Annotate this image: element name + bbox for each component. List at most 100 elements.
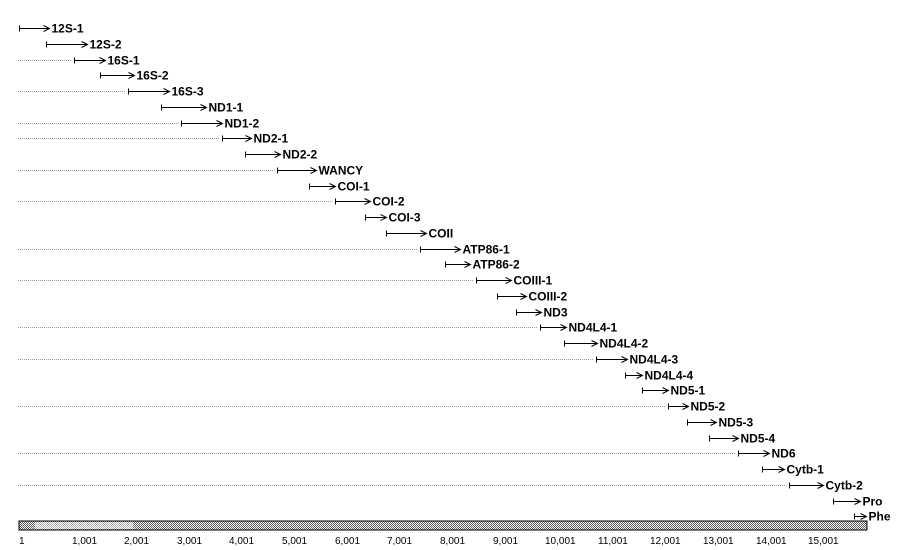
primer-label: COIII-1: [514, 274, 553, 288]
genome-bar-light-segment: [35, 522, 133, 529]
primer-nd1-1: ND1-1: [161, 101, 244, 115]
primer-pro: Pro: [833, 495, 883, 509]
primer-coi-3: COI-3: [365, 211, 421, 225]
primer-nd5-1: ND5-1: [642, 384, 706, 398]
primer-label: 12S-2: [90, 38, 122, 52]
arrowhead-icon: [860, 513, 868, 520]
primer-label: ND4L4-1: [569, 321, 618, 335]
primer-label: 16S-1: [108, 54, 140, 68]
primer-label: COI-1: [338, 180, 370, 194]
primer-label: ND6: [772, 447, 796, 461]
axis-tick-label: 1,001: [72, 536, 97, 547]
primer-nd5-4: ND5-4: [709, 432, 776, 446]
primer-12s-1: 12S-1: [19, 22, 84, 36]
arrowhead-icon: [535, 309, 543, 316]
arrowhead-icon: [454, 246, 462, 253]
axis-tick-label: 12,001: [650, 536, 681, 547]
primer-cytb-1: Cytb-1: [762, 463, 825, 477]
arrowhead-icon: [274, 151, 282, 158]
axis-tick-label: 2,001: [124, 536, 149, 547]
axis-tick-labels: 1 1,001 2,001 3,001 4,001 5,001 6,001 7,001 8,00…: [19, 536, 839, 547]
primer-label: ND5-1: [671, 384, 706, 398]
arrowhead-icon: [329, 183, 337, 190]
primer-label: ND1-1: [209, 101, 244, 115]
arrowhead-icon: [245, 135, 253, 142]
arrowhead-icon: [99, 57, 107, 64]
primer-nd6: ND6: [738, 447, 796, 461]
primer-nd3: ND3: [516, 306, 568, 320]
primer-label: Cytb-1: [787, 463, 825, 477]
primer-16s-1: 16S-1: [74, 54, 140, 68]
genome-axis: [18, 520, 868, 531]
primer-label: COIII-2: [529, 290, 568, 304]
primer-label: ND5-4: [741, 432, 776, 446]
primer-label: Pro: [863, 495, 883, 509]
arrowhead-icon: [43, 25, 51, 32]
axis-tick-label: 8,001: [440, 536, 465, 547]
arrowhead-icon: [591, 340, 599, 347]
axis-tick-label: 10,001: [545, 536, 576, 547]
arrowhead-icon: [81, 41, 89, 48]
primer-nd4l4-3: ND4L4-3: [596, 353, 679, 367]
axis-tick-label: 9,001: [493, 536, 518, 547]
primer-label: COII: [429, 227, 454, 241]
primer-16s-2: 16S-2: [100, 69, 169, 83]
arrowhead-icon: [163, 88, 171, 95]
primer-nd5-3: ND5-3: [687, 416, 754, 430]
primer-label: COI-3: [389, 211, 421, 225]
primer-nd2-1: ND2-1: [222, 132, 289, 146]
primer-wancy: WANCY: [277, 164, 364, 178]
primer-label: Phe: [869, 510, 891, 524]
guide-lines: [18, 60, 787, 486]
arrowhead-icon: [520, 293, 528, 300]
primer-label: ND4L4-2: [600, 337, 649, 351]
primer-label: ND5-2: [691, 400, 726, 414]
primer-label: COI-2: [373, 195, 405, 209]
arrowhead-icon: [682, 403, 690, 410]
primer-label: 12S-1: [52, 22, 84, 36]
primer-label: ND5-3: [719, 416, 754, 430]
primer-12s-2: 12S-2: [46, 38, 122, 52]
axis-tick-label: 3,001: [177, 536, 202, 547]
arrowhead-icon: [128, 72, 136, 79]
arrowhead-icon: [621, 356, 629, 363]
primer-coi-1: COI-1: [309, 180, 370, 194]
primer-coiii-1: COIII-1: [476, 274, 553, 288]
arrowhead-icon: [560, 324, 568, 331]
axis-tick-label: 11,001: [598, 536, 628, 547]
primer-label: 16S-3: [172, 85, 204, 99]
arrowhead-icon: [778, 466, 786, 473]
primer-atp86-1: ATP86-1: [420, 243, 510, 257]
axis-tick-label: 13,001: [703, 536, 734, 547]
arrowhead-icon: [200, 104, 208, 111]
arrowhead-icon: [854, 498, 862, 505]
arrowhead-icon: [662, 387, 670, 394]
primer-coi-2: COI-2: [335, 195, 405, 209]
axis-tick-label: 1: [19, 536, 25, 547]
primer-label: ND4L4-3: [630, 353, 679, 367]
primer-nd5-2: ND5-2: [668, 400, 726, 414]
arrowhead-icon: [216, 120, 224, 127]
primer-coiii-2: COIII-2: [497, 290, 568, 304]
axis-tick-label: 15,001: [808, 536, 839, 547]
axis-tick-label: 6,001: [335, 536, 360, 547]
primer-nd4l4-2: ND4L4-2: [564, 337, 649, 351]
genome-bar: [18, 520, 868, 531]
primer-atp86-2: ATP86-2: [445, 258, 520, 272]
primer-coii: COII: [386, 227, 454, 241]
primer-nd4l4-4: ND4L4-4: [625, 369, 694, 383]
primer-label: ND3: [544, 306, 568, 320]
primer-label: ATP86-1: [463, 243, 510, 257]
primer-nd2-2: ND2-2: [245, 148, 318, 162]
primer-label: ND4L4-4: [645, 369, 694, 383]
primer-label: 16S-2: [137, 69, 169, 83]
arrowhead-icon: [380, 214, 388, 221]
arrowhead-icon: [310, 167, 318, 174]
arrowhead-icon: [732, 435, 740, 442]
primer-label: Cytb-2: [826, 479, 864, 493]
primer-label: WANCY: [319, 164, 364, 178]
arrowhead-icon: [420, 230, 428, 237]
axis-tick-label: 5,001: [282, 536, 307, 547]
